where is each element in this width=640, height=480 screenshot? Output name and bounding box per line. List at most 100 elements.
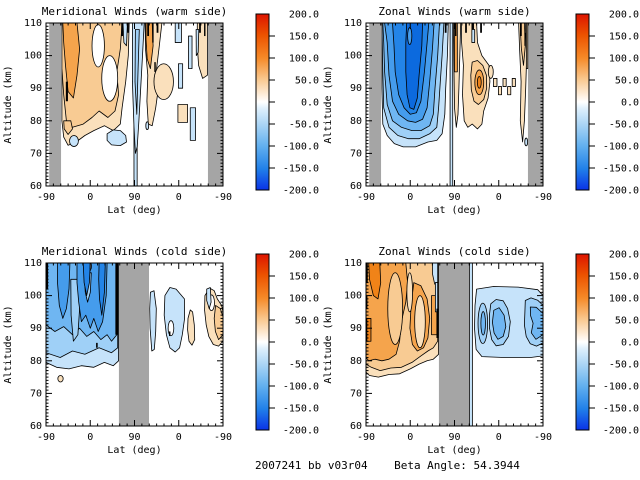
panel-meridional-cold: Meridional Winds (cold side)-90 0 90 0 -9060…: [3, 245, 319, 456]
x-tick-label: 90: [448, 432, 460, 443]
contour-region: [465, 23, 467, 33]
contour-region: [145, 121, 150, 131]
contour-region: [65, 81, 68, 102]
contour-region: [511, 78, 516, 87]
colorbar: [255, 253, 270, 431]
y-tick-label: 100: [24, 291, 42, 302]
contour-region: [188, 35, 193, 70]
contour-region: [163, 287, 185, 353]
y-tick-label: 90: [350, 83, 362, 94]
contour-region: [449, 23, 454, 186]
contour-region: [152, 23, 154, 43]
data-gap-band: [118, 263, 150, 426]
x-tick-label: 90: [128, 432, 140, 443]
contour-region: [115, 263, 118, 335]
x-tick-label: -90: [534, 192, 552, 203]
colorbar-tick-label: -50.0: [289, 120, 319, 131]
colorbar-tick-label: -50.0: [289, 360, 319, 371]
contour-region: [407, 27, 413, 45]
contour-region: [406, 272, 413, 313]
contour-region: [82, 263, 91, 296]
contour-region: [502, 78, 507, 87]
colorbar-tick-label: 100.0: [609, 54, 639, 65]
contour-region: [98, 263, 106, 316]
y-tick-label: 90: [350, 323, 362, 334]
colorbar-tick-label: 0.0: [621, 98, 639, 109]
contour-region: [62, 23, 80, 99]
contour-plot-area: [369, 23, 543, 186]
contour-plot-area: [46, 263, 223, 426]
contour-region: [469, 263, 473, 426]
colorbar-tick-label: 200.0: [289, 250, 319, 261]
contour-region: [96, 342, 98, 348]
y-tick-label: 110: [344, 258, 362, 269]
contour-region: [387, 272, 404, 345]
y-tick-label: 60: [30, 181, 42, 192]
colorbar-tick-label: 0.0: [621, 338, 639, 349]
colorbar-tick-label: 200.0: [609, 10, 639, 21]
colorbar-tick-label: 50.0: [295, 316, 319, 327]
x-tick-label: 0: [496, 432, 502, 443]
y-axis-label: Altitude (km): [3, 65, 14, 143]
contour-region: [187, 309, 196, 346]
colorbar-tick-label: -150.0: [283, 404, 319, 415]
contour-region: [476, 76, 482, 89]
colorbar-tick-label: 200.0: [609, 250, 639, 261]
x-tick-label: 90: [448, 192, 460, 203]
contour-region: [493, 78, 498, 87]
x-tick-label: 0: [407, 432, 413, 443]
y-tick-label: 80: [350, 356, 362, 367]
colorbar-tick-label: -200.0: [603, 426, 639, 437]
data-gap-band: [369, 23, 382, 186]
contour-region: [414, 295, 426, 349]
panel-title: Meridional Winds (cold side): [42, 245, 227, 258]
y-tick-label: 100: [344, 51, 362, 62]
contour-region: [471, 23, 473, 30]
x-axis-label: Lat (deg): [427, 205, 481, 216]
y-tick-label: 80: [30, 356, 42, 367]
panel-zonal-cold: Zonal Winds (cold side)-90 0 90 0 -906070809…: [323, 245, 639, 456]
x-tick-label: 0: [496, 192, 502, 203]
axis-ticks: [365, 262, 544, 427]
colorbar-tick-label: 50.0: [615, 76, 639, 87]
contour-region: [122, 23, 128, 47]
y-tick-label: 70: [350, 148, 362, 159]
colorbar-tick-label: 150.0: [609, 272, 639, 283]
contour-region: [206, 287, 212, 309]
colorbar-tick-label: 150.0: [289, 32, 319, 43]
panel-title: Meridional Winds (warm side): [42, 5, 227, 18]
data-gap-band: [438, 263, 470, 426]
contour-region: [177, 63, 184, 89]
data-gap-band: [49, 23, 62, 186]
y-axis-label: Altitude (km): [3, 305, 14, 383]
x-tick-label: -90: [214, 192, 232, 203]
x-tick-label: -90: [214, 432, 232, 443]
contour-region: [63, 120, 73, 135]
contour-region: [189, 107, 196, 141]
y-tick-label: 100: [344, 291, 362, 302]
contour-region: [101, 55, 119, 102]
contour-region: [524, 137, 529, 147]
colorbar-tick-label: -50.0: [609, 360, 639, 371]
x-axis-label: Lat (deg): [107, 205, 161, 216]
y-tick-label: 110: [24, 258, 42, 269]
y-tick-label: 110: [24, 18, 42, 29]
axis-ticks: [365, 22, 544, 187]
contour-region: [134, 29, 140, 115]
y-tick-label: 70: [350, 388, 362, 399]
contour-region: [106, 129, 127, 146]
x-tick-label: 0: [87, 432, 93, 443]
contour-region: [366, 318, 372, 342]
y-tick-label: 70: [30, 148, 42, 159]
contour-region: [204, 23, 206, 37]
y-tick-label: 80: [30, 116, 42, 127]
x-axis-label: Lat (deg): [107, 445, 161, 456]
x-tick-label: -90: [534, 432, 552, 443]
contour-region: [455, 23, 457, 37]
contour-region: [487, 64, 494, 79]
contour-region: [507, 86, 512, 96]
contour-plot-area: [49, 23, 223, 186]
colorbar-tick-label: -100.0: [603, 142, 639, 153]
y-tick-label: 70: [30, 388, 42, 399]
